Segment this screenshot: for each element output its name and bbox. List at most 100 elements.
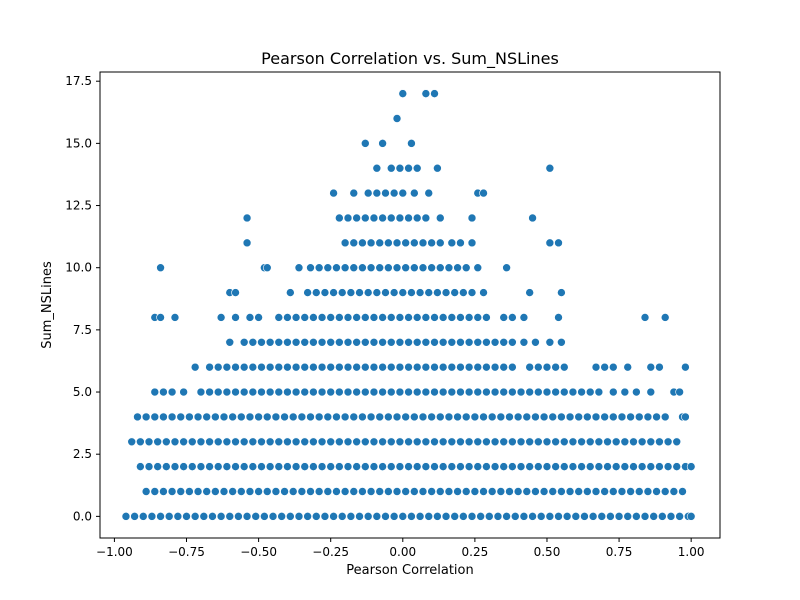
scatter-point (655, 462, 664, 471)
scatter-point (433, 512, 442, 521)
scatter-point (617, 487, 627, 496)
scatter-point (386, 163, 396, 173)
y-tick-label: 2.5 (73, 447, 92, 461)
scatter-point (600, 362, 609, 372)
scatter-point (378, 139, 387, 148)
scatter-point (502, 263, 511, 273)
scatter-point (666, 512, 676, 521)
scatter-point (369, 313, 379, 322)
scatter-point (634, 487, 644, 496)
scatter-point (153, 437, 162, 447)
x-tick-label: −1.00 (96, 545, 133, 559)
scatter-point (271, 487, 281, 496)
scatter-point (557, 337, 566, 347)
scatter-point (179, 437, 188, 447)
scatter-point (167, 487, 177, 496)
scatter-point (583, 412, 592, 422)
scatter-point (421, 89, 431, 98)
scatter-point (346, 288, 356, 297)
scatter-point (386, 462, 396, 471)
scatter-point (545, 337, 555, 347)
scatter-point (384, 263, 393, 273)
scatter-point (369, 437, 379, 447)
scatter-point (655, 437, 664, 447)
scatter-point (237, 412, 246, 422)
scatter-point (340, 263, 350, 273)
y-tick-label: 15.0 (65, 136, 92, 150)
scatter-point (274, 313, 284, 322)
scatter-point (323, 263, 333, 273)
scatter-point (438, 313, 448, 322)
scatter-point (421, 313, 431, 322)
scatter-point (629, 462, 638, 471)
scatter-point (539, 412, 549, 422)
scatter-point (603, 462, 612, 471)
scatter-point (190, 512, 200, 521)
scatter-point (427, 263, 436, 273)
scatter-point (551, 462, 560, 471)
scatter-point (568, 462, 578, 471)
scatter-point (438, 387, 448, 397)
scatter-point (337, 288, 347, 297)
scatter-point (211, 412, 220, 422)
scatter-point (335, 337, 344, 347)
scatter-point (317, 387, 327, 397)
scatter-point (288, 487, 298, 496)
scatter-point (608, 487, 618, 496)
scatter-point (248, 462, 258, 471)
scatter-point (404, 337, 413, 347)
scatter-point (170, 437, 180, 447)
scatter-point (675, 512, 684, 521)
scatter-point (438, 462, 448, 471)
scatter-point (363, 512, 373, 521)
scatter-point (620, 437, 630, 447)
scatter-point (159, 487, 168, 496)
scatter-point (557, 412, 566, 422)
scatter-point (591, 487, 601, 496)
scatter-point (335, 437, 344, 447)
scatter-point (473, 437, 483, 447)
scatter-point (629, 437, 638, 447)
scatter-point (470, 412, 480, 422)
x-tick-label: 0.75 (606, 545, 633, 559)
scatter-point (219, 412, 229, 422)
scatter-point (461, 487, 471, 496)
scatter-point (277, 512, 286, 521)
scatter-point (557, 487, 566, 496)
scatter-point (435, 412, 445, 422)
scatter-point (496, 412, 506, 422)
scatter-point (404, 313, 413, 322)
scatter-point (658, 512, 667, 521)
scatter-point (366, 487, 376, 496)
scatter-point (170, 462, 180, 471)
scatter-point (352, 362, 361, 372)
scatter-point (487, 487, 497, 496)
scatter-point (335, 213, 344, 223)
scatter-point (311, 288, 321, 297)
scatter-point (438, 337, 448, 347)
scatter-point (360, 387, 370, 397)
scatter-point (577, 437, 586, 447)
scatter-point (280, 412, 289, 422)
y-tick-label: 5.0 (73, 385, 92, 399)
scatter-point (412, 462, 422, 471)
scatter-point (412, 213, 422, 223)
scatter-point (565, 412, 575, 422)
scatter-point (323, 487, 333, 496)
scatter-point (461, 412, 471, 422)
scatter-point (513, 412, 523, 422)
scatter-point (418, 263, 428, 273)
scatter-point (660, 313, 670, 322)
scatter-point (430, 387, 439, 397)
scatter-point (156, 313, 165, 322)
scatter-point (585, 387, 595, 397)
scatter-point (271, 412, 281, 422)
scatter-point (317, 313, 327, 322)
scatter-point (386, 387, 396, 397)
scatter-point (147, 512, 157, 521)
scatter-point (317, 437, 327, 447)
scatter-point (352, 337, 361, 347)
scatter-point (404, 213, 413, 223)
scatter-point (534, 387, 543, 397)
